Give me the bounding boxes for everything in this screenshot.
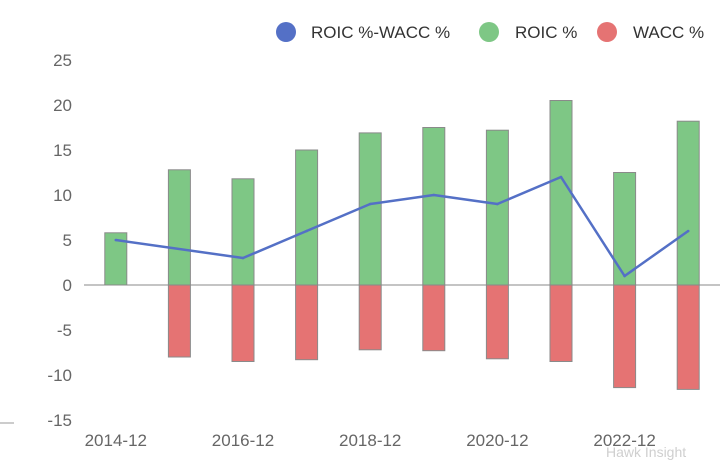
legend-label: WACC % <box>633 23 704 42</box>
roic-bar <box>613 172 637 286</box>
wacc-bar <box>485 284 509 360</box>
roic-bar <box>358 132 382 286</box>
legend: ROIC %-WACC % ROIC % WACC % <box>276 22 704 42</box>
roic-minus-wacc-line <box>115 175 689 278</box>
roic-bar <box>231 178 255 286</box>
x-tick-label: 2018-12 <box>339 431 401 450</box>
line-series <box>114 175 690 278</box>
wacc-bar <box>549 284 573 362</box>
roic-bar <box>167 169 191 286</box>
roic-bar <box>295 149 319 286</box>
wacc-bar <box>231 284 255 362</box>
x-axis: 2014-12 2016-12 2018-12 2020-12 2022-12 <box>85 431 656 450</box>
y-tick-label: -5 <box>57 321 72 340</box>
legend-marker <box>276 22 296 42</box>
y-tick-label: 10 <box>53 186 72 205</box>
wacc-bar <box>422 284 446 352</box>
roic-minus-wacc-point <box>496 202 499 206</box>
roic-minus-wacc-point <box>686 229 690 233</box>
wacc-bar <box>676 284 700 390</box>
legend-label: ROIC %-WACC % <box>311 23 450 42</box>
roic-bar <box>485 129 509 286</box>
roic-minus-wacc-point <box>623 274 626 278</box>
roic-minus-wacc-point <box>241 256 245 260</box>
x-tick-label: 2022-12 <box>593 431 655 450</box>
wacc-bar <box>613 284 637 389</box>
y-tick-label: 15 <box>53 141 72 160</box>
legend-item[interactable]: ROIC %-WACC % <box>276 22 450 42</box>
roic-minus-wacc-point <box>305 229 308 233</box>
legend-label: ROIC % <box>515 23 577 42</box>
x-tick-label: 2014-12 <box>85 431 147 450</box>
roic-bar <box>422 127 446 286</box>
roic-minus-wacc-point <box>559 175 563 179</box>
legend-item[interactable]: ROIC % <box>479 22 577 42</box>
wacc-bar <box>295 284 319 361</box>
y-tick-label: 20 <box>53 96 72 115</box>
y-tick-label: 5 <box>63 231 72 250</box>
roic-minus-wacc-point <box>432 193 436 197</box>
y-tick-label: -15 <box>47 411 72 430</box>
legend-marker <box>479 22 499 42</box>
x-tick-label: 2020-12 <box>466 431 528 450</box>
legend-marker <box>597 22 617 42</box>
roic-minus-wacc-point <box>368 202 372 206</box>
roic-bar <box>549 100 573 286</box>
y-tick-label: 0 <box>63 276 72 295</box>
y-tick-label: -10 <box>47 366 72 385</box>
legend-item[interactable]: WACC % <box>597 22 704 42</box>
y-axis: 25 20 15 10 5 0 -5 -10 -15 <box>47 51 72 430</box>
roic-minus-wacc-point <box>114 238 118 242</box>
watermark: Hawk Insight <box>606 444 686 460</box>
wacc-bar <box>358 284 382 351</box>
bars <box>104 100 700 390</box>
x-tick-label: 2016-12 <box>212 431 274 450</box>
roic-bar <box>676 120 700 286</box>
y-tick-label: 25 <box>53 51 72 70</box>
wacc-bar <box>167 284 191 358</box>
